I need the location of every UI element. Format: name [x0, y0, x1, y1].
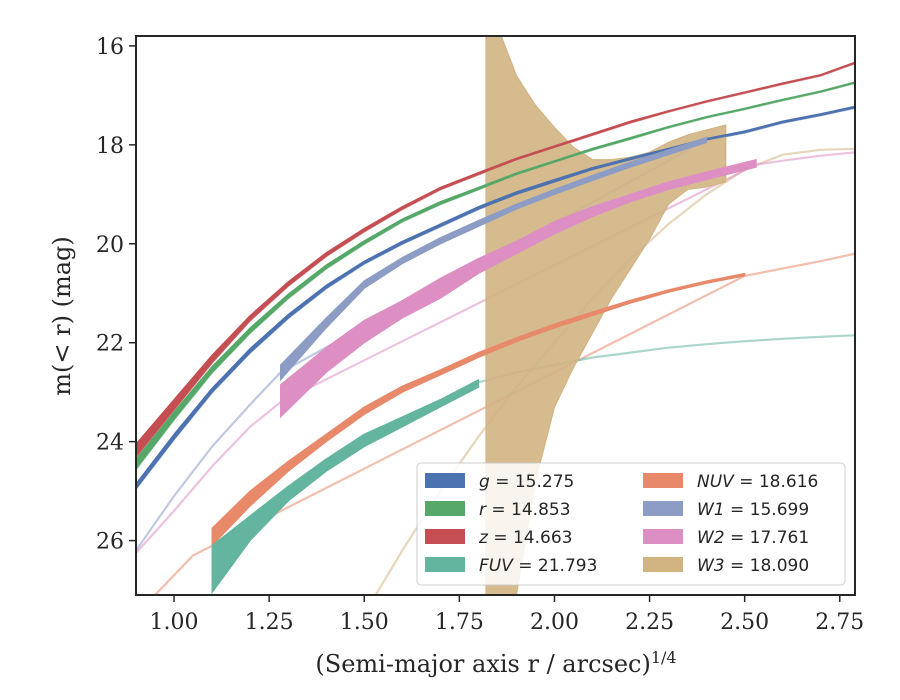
legend-swatch-w3 — [643, 557, 683, 572]
x-tick-label: 1.00 — [150, 610, 199, 635]
legend-swatch-g — [425, 473, 465, 488]
legend-swatch-z — [425, 529, 465, 544]
legend-swatch-r — [425, 501, 465, 516]
x-tick-label: 1.75 — [435, 610, 484, 635]
legend-label-w3: W3 = 18.090 — [697, 556, 809, 576]
plot-frame — [135, 35, 856, 596]
legend-swatch-fuv — [425, 557, 465, 572]
legend-label-w2: W2 = 17.761 — [697, 528, 809, 548]
series-g-band — [136, 105, 855, 490]
x-axis-title: (Semi-major axis r / arcsec)1/4 — [315, 648, 676, 679]
legend-label-r: r = 14.853 — [479, 500, 571, 520]
series-z-band — [136, 61, 855, 458]
y-tick-label: 24 — [96, 431, 124, 456]
legend-label-fuv: FUV = 21.793 — [479, 556, 597, 576]
y-tick-label: 16 — [96, 35, 124, 60]
legend-label-g: g = 15.275 — [479, 472, 574, 492]
x-tick-label: 1.50 — [340, 610, 389, 635]
series-nuv-band — [211, 272, 746, 547]
y-tick-label: 26 — [96, 530, 124, 555]
series-w1-band — [280, 136, 708, 382]
data-bands — [136, 36, 855, 595]
legend-swatch-nuv — [643, 473, 683, 488]
series-fuv-band — [211, 378, 479, 595]
legend-label-w1: W1 = 15.699 — [697, 500, 809, 520]
legend-swatch-w2 — [643, 529, 683, 544]
legend: g = 15.275 r = 14.853 z = 14.663 FUV = 21.7… — [416, 462, 846, 586]
legend-label-z: z = 14.663 — [478, 528, 572, 548]
series-w2-band — [280, 158, 757, 419]
legend-label-nuv: NUV = 18.616 — [697, 472, 818, 492]
y-tick-label: 20 — [96, 233, 124, 258]
x-tick-label: 2.75 — [815, 610, 864, 635]
x-tick-label: 2.00 — [530, 610, 579, 635]
x-axis: 1.00 1.25 1.50 1.75 2.00 2.25 2.50 2.75 — [150, 595, 864, 635]
y-axis: 16 18 20 22 24 26 — [96, 35, 136, 555]
y-axis-title: m(< r) (mag) — [48, 236, 76, 395]
legend-swatch-w1 — [643, 501, 683, 516]
series-r-band — [136, 81, 855, 470]
y-tick-label: 18 — [96, 134, 124, 159]
x-tick-label: 2.25 — [625, 610, 674, 635]
x-tick-label: 1.25 — [245, 610, 294, 635]
series-w3-band — [485, 36, 727, 595]
legend-box — [416, 462, 846, 586]
y-tick-label: 22 — [96, 332, 124, 357]
x-tick-label: 2.50 — [720, 610, 769, 635]
